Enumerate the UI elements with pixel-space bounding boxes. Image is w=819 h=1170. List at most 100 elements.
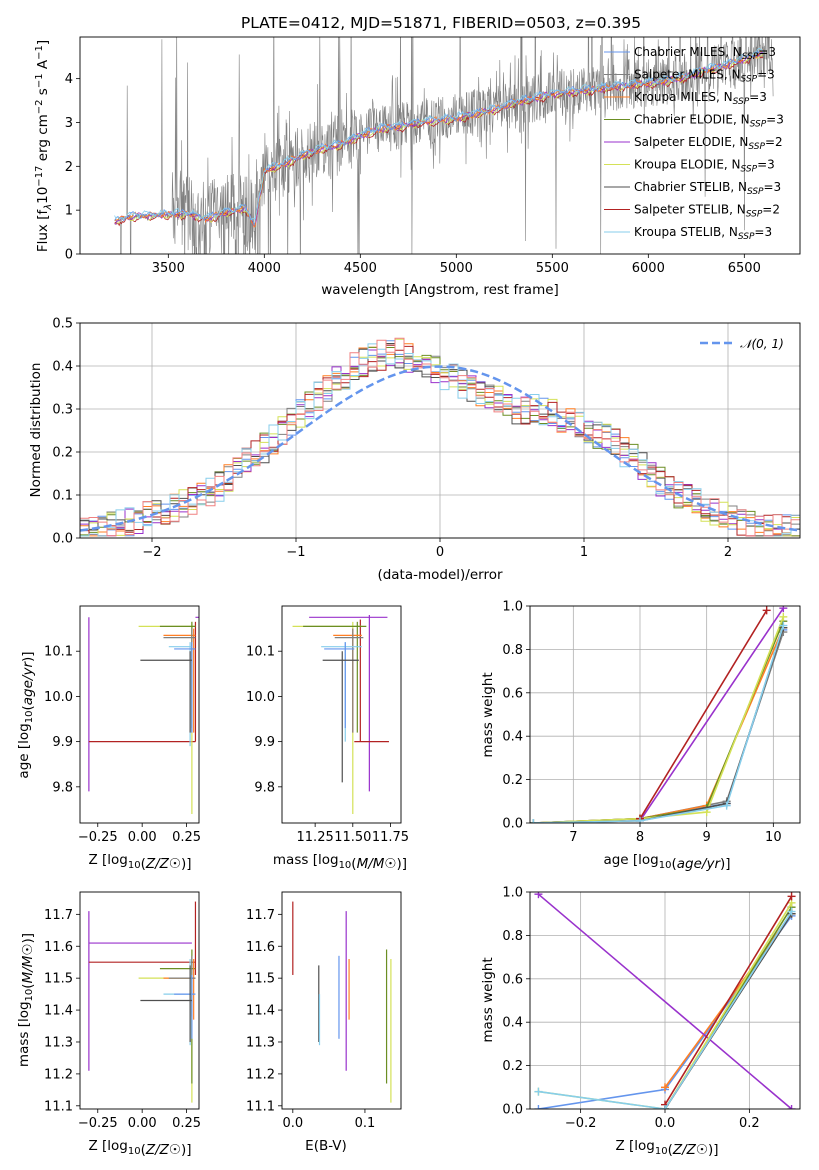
series-marker — [534, 1088, 542, 1096]
y-tick-label: 0.4 — [502, 1016, 523, 1031]
y-tick-label: 11.1 — [246, 1099, 275, 1114]
y-tick-label: 0.1 — [52, 489, 73, 504]
y-tick-label: 11.2 — [44, 1067, 73, 1082]
x-tick-label: 0.0 — [282, 1116, 303, 1131]
y-axis-label: Flux [fλ10−17 erg cm−2 s−1 A−1] — [34, 40, 54, 252]
y-axis-label: age [log10(age/yr)] — [16, 651, 36, 778]
legend-item: Kroupa STELIB, NSSP=3 — [604, 225, 772, 242]
legend-label: Chabrier STELIB, NSSP=3 — [634, 180, 781, 197]
y-tick-label: 0.3 — [52, 403, 73, 418]
x-tick-label: 0.1 — [355, 1116, 376, 1131]
y-tick-label: 0.5 — [52, 317, 73, 332]
axes-frame — [80, 606, 199, 823]
y-tick-label: 0.2 — [502, 1059, 523, 1074]
x-axis-label: E(B-V) — [305, 1138, 347, 1154]
y-tick-label: 11.5 — [44, 972, 73, 987]
x-tick-label: −0.25 — [78, 830, 118, 845]
y-tick-label: 0.8 — [502, 929, 523, 944]
x-tick-label: 6000 — [632, 261, 665, 276]
x-axis-label: Z [log10(Z/Z☉)] — [88, 1138, 191, 1158]
x-tick-label: 11.75 — [372, 830, 409, 845]
y-tick-label: 0.0 — [502, 1103, 523, 1118]
y-tick-label: 11.1 — [44, 1099, 73, 1114]
y-tick-label: 0.4 — [52, 360, 73, 375]
y-tick-label: 11.5 — [246, 972, 275, 987]
y-tick-label: 11.2 — [246, 1067, 275, 1082]
x-tick-label: 0.0 — [655, 1116, 676, 1131]
x-axis-label: (data-model)/error — [377, 567, 503, 583]
series-marker — [779, 613, 787, 621]
y-axis-label: Normed distribution — [28, 363, 44, 498]
x-tick-label: −0.2 — [565, 1116, 597, 1131]
legend-label: Kroupa STELIB, NSSP=3 — [634, 225, 772, 242]
x-tick-label: 4500 — [344, 261, 377, 276]
y-tick-label: 9.9 — [52, 735, 73, 750]
x-tick-label: 8 — [636, 830, 644, 845]
axes-mass_vs_Z: −0.250.000.2511.111.211.311.411.511.611.… — [16, 892, 201, 1158]
y-tick-label: 0.0 — [52, 532, 73, 547]
legend-item: Kroupa ELODIE, NSSP=3 — [604, 158, 775, 175]
plot-area-mass_vs_ebv — [293, 902, 391, 1103]
y-tick-label: 10.0 — [44, 690, 73, 705]
y-tick-label: 2 — [65, 160, 73, 175]
axes-age_vs_mass: 11.2511.5011.759.89.910.010.1mass [log10… — [246, 606, 409, 872]
x-tick-label: 0.00 — [128, 1116, 157, 1131]
y-tick-label: 11.4 — [246, 1004, 275, 1019]
y-tick-label: 1 — [65, 204, 73, 219]
axes-frame — [530, 606, 800, 823]
axes-weight_vs_Z: −0.20.00.20.00.20.40.60.81.0Z [log10(Z/Z… — [480, 886, 800, 1159]
x-tick-label: 6500 — [728, 261, 761, 276]
plot-area-mass_vs_Z — [89, 902, 196, 1103]
legend-label: Chabrier ELODIE, NSSP=3 — [634, 113, 784, 130]
x-tick-label: 0 — [436, 545, 444, 560]
x-tick-label: 9 — [703, 830, 711, 845]
plot-area-age_vs_mass — [293, 615, 389, 814]
x-axis-label: age [log10(age/yr)] — [603, 852, 730, 872]
legend-item: Chabrier ELODIE, NSSP=3 — [604, 113, 784, 130]
y-tick-label: 10.1 — [44, 645, 73, 660]
y-tick-label: 4 — [65, 72, 73, 87]
x-axis-label: mass [log10(M/M☉)] — [273, 852, 407, 872]
y-tick-label: 11.3 — [44, 1035, 73, 1050]
x-tick-label: 11.25 — [297, 830, 334, 845]
x-tick-label: 0.00 — [128, 830, 157, 845]
x-axis-label: Z [log10(Z/Z☉)] — [615, 1138, 718, 1158]
x-tick-label: 4000 — [248, 261, 281, 276]
series-marker — [763, 606, 771, 614]
x-axis-label: wavelength [Angstrom, rest frame] — [321, 282, 559, 298]
y-tick-label: 0.6 — [502, 686, 523, 701]
y-tick-label: 11.7 — [44, 908, 73, 923]
x-tick-label: 11.50 — [334, 830, 371, 845]
axes-spectrum: 350040004500500055006000650001234wavelen… — [34, 0, 800, 366]
series-line — [533, 617, 783, 823]
y-tick-label: 0.0 — [502, 817, 523, 832]
x-tick-label: 5000 — [440, 261, 473, 276]
x-tick-label: 1 — [580, 545, 588, 560]
x-tick-label: 5500 — [536, 261, 569, 276]
x-tick-label: 0.2 — [739, 1116, 760, 1131]
y-tick-label: 3 — [65, 116, 73, 131]
series-line — [640, 608, 783, 821]
y-axis-label: mass weight — [480, 672, 496, 757]
legend-item: Chabrier STELIB, NSSP=3 — [604, 180, 781, 197]
y-tick-label: 0.8 — [502, 643, 523, 658]
axes-frame — [282, 606, 401, 823]
y-tick-label: 0.2 — [502, 773, 523, 788]
legend-label: Kroupa MILES, NSSP=3 — [634, 90, 767, 107]
y-tick-label: 1.0 — [502, 886, 523, 901]
x-tick-label: −2 — [142, 545, 161, 560]
series-marker — [788, 892, 796, 900]
legend-label: Salpeter ELODIE, NSSP=2 — [634, 135, 783, 152]
legend-label: Salpeter STELIB, NSSP=2 — [634, 203, 780, 220]
figure-title: PLATE=0412, MJD=51871, FIBERID=0503, z=0… — [241, 14, 641, 32]
y-tick-label: 10.0 — [246, 690, 275, 705]
series-line — [640, 610, 767, 818]
y-tick-label: 9.9 — [254, 735, 275, 750]
y-axis-label: mass weight — [480, 957, 496, 1042]
axes-residuals: −2−10120.00.10.20.30.40.5(data-model)/er… — [28, 317, 800, 584]
axes-weight_vs_age: 789100.00.20.40.60.81.0age [log10(age/yr… — [480, 600, 800, 873]
y-tick-label: 1.0 — [502, 600, 523, 615]
y-tick-label: 11.7 — [246, 908, 275, 923]
x-tick-label: 10 — [765, 830, 782, 845]
y-tick-label: 10.1 — [246, 645, 275, 660]
